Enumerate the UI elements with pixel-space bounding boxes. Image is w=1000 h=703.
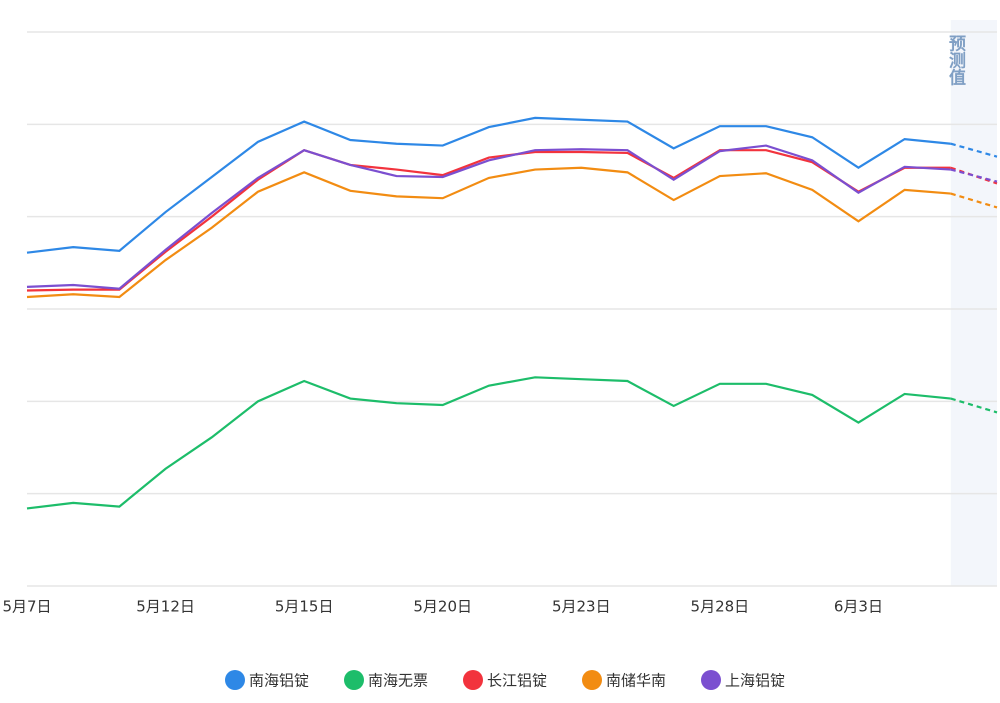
x-tick-label: 5月28日: [691, 598, 750, 616]
forecast-line: [950, 397, 998, 414]
legend-label: 上海铝锭: [725, 672, 785, 690]
legend-marker: [582, 670, 602, 690]
legend-label: 南海铝锭: [249, 672, 309, 690]
x-tick-label: 5月15日: [275, 598, 334, 616]
forecast-line: [950, 166, 998, 185]
line: [26, 376, 951, 510]
forecast-line: [950, 192, 998, 209]
forecast-line: [950, 142, 998, 158]
x-tick-label: 6月3日: [834, 598, 883, 616]
legend-label: 南储华南: [606, 672, 666, 690]
legend-marker: [701, 670, 721, 690]
x-tick-label: 5月23日: [552, 598, 611, 616]
legend-marker: [225, 670, 245, 690]
forecast-area: [950, 20, 997, 586]
line: [26, 148, 951, 292]
line: [26, 116, 951, 254]
x-tick-label: 5月7日: [2, 598, 51, 616]
x-tick-label: 5月12日: [136, 598, 195, 616]
legend-label: 南海无票: [368, 672, 428, 690]
line: [26, 166, 951, 299]
forecast-line: [950, 168, 998, 183]
legend-marker: [463, 670, 483, 690]
line: [26, 144, 951, 290]
forecast-label: 预测值: [945, 34, 966, 86]
legend-label: 长江铝锭: [487, 672, 547, 690]
legend-marker: [344, 670, 364, 690]
x-tick-label: 5月20日: [413, 598, 472, 616]
